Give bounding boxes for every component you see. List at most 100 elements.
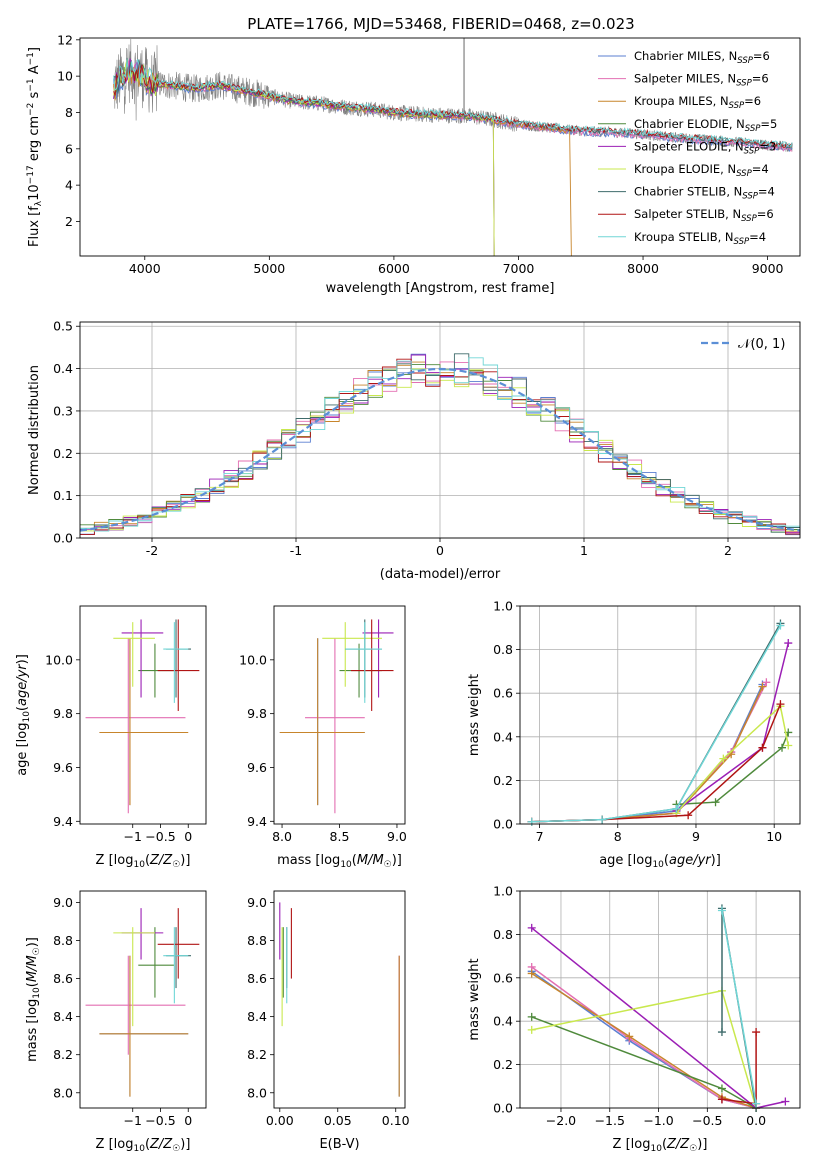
x-axis-label: E(B-V) [319,1137,359,1152]
x-tick-label: −1 [124,1113,142,1128]
x-tick-label: 0.0 [746,1113,766,1128]
weight-marker [776,621,785,630]
x-tick-label: −1.0 [643,1113,673,1128]
legend-entry: Kroupa STELIB, NSSP=4 [634,230,766,247]
weight-series-line [531,966,757,1108]
legend-entry-part: SSP [737,56,753,66]
x-tick-label: -1 [290,543,302,558]
x-tick-label: 1 [580,543,588,558]
weight-marker [752,1099,761,1108]
y-tick-label: 8.0 [247,1085,267,1100]
y-tick-label: 0.6 [493,970,513,985]
legend-entry: Salpeter MILES, NSSP=6 [634,72,769,89]
weight-series-line [721,910,757,1104]
weight-marker [778,743,787,752]
y-tick-label: 4 [65,178,73,193]
legend-entry-part: SSP [729,101,745,111]
weight-marker [684,811,693,820]
y-tick-label: 0.2 [53,446,73,461]
legend-entry-part: SSP [736,169,752,179]
y-tick-label: 0.0 [493,817,513,832]
weight-marker [717,1095,726,1104]
x-tick-label: 6000 [378,261,410,276]
y-axis-label-part: −2 [26,103,36,116]
x-axis-label-part: ☉ [172,860,180,870]
axes-frame [273,890,406,1109]
y-tick-label: 0.5 [53,319,73,334]
spectrum-chart: 4000 5000 6000 7000 8000 9000 2 4 6 8 10 12 waveleng… [26,32,801,296]
weight-marker [758,682,767,691]
y-axis-label: mass weight [467,674,482,756]
x-axis-label: Z [log10(Z/Z☉)] [96,853,191,870]
weight-marker [717,1084,726,1093]
y-tick-label: 0.2 [493,773,513,788]
legend-entry-part: =3 [759,139,776,153]
x-tick-label: 7 [536,829,544,844]
x-axis-label: Z [log10(Z/Z☉)] [613,1137,708,1154]
gaussian-reference-line [80,367,800,532]
histogram-step-line [80,357,800,532]
y-axis-label-part: ( [15,706,30,711]
legend-entry-part: Salpeter STELIB, N [634,207,741,221]
y-tick-label: 9.0 [247,895,267,910]
x-axis-label-part: Z [log [613,1137,651,1152]
weight-marker [762,678,771,687]
x-tick-label: 0.00 [266,1113,294,1128]
y-tick-label: 9.6 [247,760,267,775]
x-axis-label-part: ☉ [689,1144,697,1154]
y-tick-label: 8.4 [53,1009,73,1024]
x-tick-label: 0 [184,829,192,844]
x-axis-label: wavelength [Angstrom, rest frame] [326,281,555,296]
y-axis-label-part: )] [25,937,40,947]
y-tick-label: 9.6 [53,760,73,775]
legend-entry-part: =6 [753,49,770,63]
legend-entry: Kroupa ELODIE, NSSP=4 [634,162,769,179]
y-tick-label: 10.0 [45,652,73,667]
legend-entry-part: =4 [758,185,775,199]
y-axis-label-part: −1 [26,78,36,91]
x-tick-label: −0.5 [692,1113,722,1128]
age-vs-Z-chart: −1 −0.5 09.49.69.810.0Z [log10(Z/Z☉)]age [… [15,605,207,870]
weight-marker [527,969,536,978]
plots: 4000 5000 6000 7000 8000 900024681012waveleng… [15,32,801,1154]
mass-vs-Z-chart: −1 −0.5 08.08.28.48.68.89.0Z [log10(Z/Z☉)]… [25,890,207,1154]
y-tick-label: 8.2 [247,1047,267,1062]
y-tick-label: 0.0 [493,1101,513,1116]
weight-series-line [675,704,790,814]
y-tick-label: 8.8 [247,933,267,948]
legend-entry-part: Salpeter MILES, N [634,72,736,86]
legend-entry: Salpeter STELIB, NSSP=6 [634,207,774,224]
y-axis-label-part: ] [27,47,42,52]
y-tick-label: 10 [57,69,73,84]
x-tick-label: −2.0 [546,1113,576,1128]
weight-marker [598,815,607,824]
y-tick-label: 10.0 [239,652,267,667]
weight-marker [527,1025,536,1034]
model-spectrum-line [113,57,793,149]
x-axis-label-part: )] [392,853,402,868]
x-tick-label: 4000 [129,261,161,276]
x-axis-label-part: ( [352,853,357,868]
x-axis-label-part: 10 [650,1144,662,1154]
x-axis-label: Z [log10(Z/Z☉)] [96,1137,191,1154]
y-tick-label: 0.4 [53,361,73,376]
weight-marker [717,906,726,915]
legend-entry-part: =4 [752,162,769,176]
y-tick-label: 8.2 [53,1047,73,1062]
y-tick-label: 1.0 [493,599,513,614]
y-tick-label: 8.4 [247,1009,267,1024]
y-tick-label: 9.8 [247,706,267,721]
x-axis-label-part: age/yr [669,853,712,868]
y-axis-label-part: age [log [15,723,30,776]
legend-entry-part: =6 [744,94,761,108]
legend-entry-part: =6 [757,207,774,221]
y-tick-label: 1.0 [493,884,513,899]
mass-vs-EBV-chart: 0.00 0.05 0.10 8.0 8.2 8.4 8.6 8.8 9.0 E(B-V) [247,890,410,1152]
residuals-chart: -2 -1 0 1 2 0.0 0.1 0.2 0.3 0.4 0.5 𝒩(0, 1) (data-mo… [27,319,801,582]
x-axis-label-part: M/M [357,853,384,868]
axes-frame [273,605,406,825]
y-tick-label: 0.3 [53,403,73,418]
x-axis-label-part: Z/Z [149,1137,173,1152]
y-tick-label: 0.4 [493,729,513,744]
